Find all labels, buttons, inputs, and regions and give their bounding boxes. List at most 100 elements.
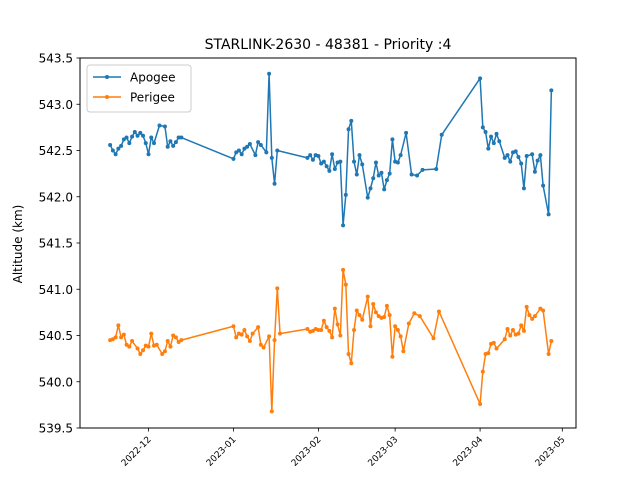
data-point-perigee (502, 337, 507, 342)
data-point-apogee (264, 150, 269, 155)
series-perigee (108, 267, 554, 414)
data-point-apogee (113, 152, 118, 157)
data-point-perigee (269, 409, 274, 414)
data-point-perigee (412, 311, 417, 316)
data-point-perigee (130, 339, 135, 344)
data-point-apogee (316, 154, 321, 159)
data-point-apogee (398, 153, 403, 158)
data-point-perigee (352, 327, 357, 332)
data-point-apogee (409, 172, 414, 177)
legend-label-apogee: Apogee (130, 71, 176, 85)
data-point-perigee (256, 325, 261, 330)
data-point-apogee (165, 144, 170, 149)
data-point-perigee (401, 349, 406, 354)
data-point-apogee (404, 130, 409, 135)
data-point-apogee (546, 212, 551, 217)
data-point-apogee (146, 152, 151, 157)
y-tick-label: 539.5 (39, 422, 73, 436)
data-point-perigee (341, 267, 346, 272)
data-point-perigee (272, 338, 277, 343)
data-point-perigee (390, 354, 395, 359)
data-point-perigee (510, 327, 515, 332)
data-point-perigee (234, 335, 239, 340)
data-point-perigee (541, 308, 546, 313)
data-point-perigee (327, 328, 332, 333)
data-point-apogee (231, 156, 236, 161)
data-point-apogee (480, 125, 485, 130)
data-point-perigee (141, 348, 146, 353)
data-point-apogee (135, 133, 140, 138)
data-point-apogee (330, 152, 335, 157)
data-point-apogee (116, 146, 121, 151)
data-point-perigee (530, 316, 535, 321)
data-point-perigee (338, 333, 343, 338)
data-point-perigee (384, 303, 389, 308)
data-point-apogee (516, 154, 521, 159)
data-point-apogee (143, 141, 148, 146)
data-point-apogee (239, 152, 244, 157)
data-point-perigee (527, 313, 532, 318)
data-point-apogee (324, 164, 329, 169)
data-point-perigee (516, 331, 521, 336)
data-point-perigee (179, 338, 184, 343)
data-point-perigee (491, 340, 496, 345)
data-point-apogee (497, 139, 502, 144)
data-point-apogee (387, 171, 392, 176)
data-point-apogee (141, 133, 146, 138)
data-point-apogee (138, 130, 143, 135)
y-tick-label: 540.0 (39, 375, 73, 389)
data-point-apogee (379, 170, 384, 175)
data-point-perigee (478, 401, 483, 406)
data-point-perigee (494, 346, 499, 351)
data-point-perigee (346, 352, 351, 356)
data-point-apogee (321, 159, 326, 164)
data-point-perigee (149, 331, 154, 336)
data-point-perigee (135, 346, 140, 351)
data-point-perigee (519, 323, 524, 328)
data-point-perigee (278, 331, 283, 336)
data-point-apogee (535, 158, 540, 163)
data-point-apogee (130, 134, 135, 139)
data-point-perigee (508, 333, 513, 338)
data-point-apogee (310, 157, 315, 162)
data-point-perigee (154, 342, 159, 347)
y-tick-label: 543.5 (39, 52, 73, 66)
data-point-apogee (108, 142, 113, 147)
data-point-apogee (176, 135, 181, 140)
data-point-apogee (272, 181, 277, 186)
data-point-apogee (168, 139, 173, 144)
data-point-apogee (349, 118, 354, 123)
data-point-perigee (354, 308, 359, 313)
data-point-perigee (247, 339, 252, 344)
data-point-perigee (160, 352, 165, 356)
data-point-apogee (521, 186, 526, 191)
data-point-apogee (275, 148, 280, 153)
data-point-apogee (171, 143, 176, 148)
data-point-perigee (398, 334, 403, 339)
data-point-apogee (541, 183, 546, 188)
data-point-perigee (406, 321, 411, 326)
data-point-perigee (357, 313, 362, 318)
data-point-apogee (253, 153, 258, 158)
y-tick-label: 541.0 (39, 283, 73, 297)
data-point-perigee (138, 352, 143, 356)
data-point-perigee (382, 315, 387, 319)
data-point-apogee (119, 143, 124, 148)
data-point-apogee (352, 159, 357, 164)
data-point-apogee (162, 124, 167, 129)
data-point-perigee (165, 339, 170, 344)
data-point-perigee (436, 309, 441, 314)
data-point-perigee (335, 322, 340, 327)
data-point-perigee (332, 306, 337, 311)
data-point-perigee (127, 344, 132, 349)
data-point-apogee (505, 153, 510, 158)
data-point-apogee (157, 123, 162, 128)
legend: Apogee Perigee (86, 64, 192, 113)
data-point-apogee (332, 167, 337, 171)
data-point-apogee (132, 130, 137, 134)
data-point-perigee (532, 314, 537, 319)
data-point-apogee (346, 127, 351, 132)
y-axis: 539.5 540.0 540.5 541.0 541.5 542.0 542.5 543.0… (39, 52, 80, 436)
data-point-perigee (267, 334, 272, 339)
